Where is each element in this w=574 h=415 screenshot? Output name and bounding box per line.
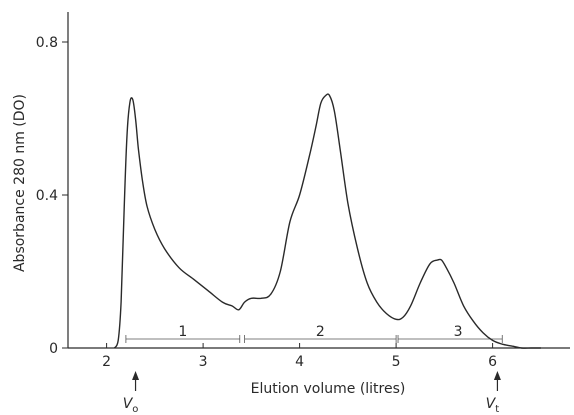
- x-ticks: 2 3 4 5 6: [102, 343, 497, 370]
- x-axis-label: Elution volume (litres): [251, 381, 406, 397]
- y-axis-label: Absorbance 280 nm (DO): [12, 94, 28, 272]
- absorbance-curve: [113, 93, 541, 349]
- y-ticks: 0 0.4 0.8: [36, 35, 68, 357]
- y-tick-label: 0.8: [36, 35, 58, 51]
- x-tick-label: 2: [102, 354, 111, 370]
- marker-label: Vt: [486, 396, 500, 415]
- marker-arrow-head: [493, 371, 501, 380]
- volume-markers: Vo Vt: [123, 371, 501, 415]
- x-tick-label: 6: [488, 354, 497, 370]
- plot-area: 0 0.4 0.8 2 3 4 5 6 1 2 3 Vo Vt: [36, 12, 570, 415]
- x-tick-label: 3: [199, 354, 208, 370]
- marker-label: Vo: [123, 396, 139, 415]
- fraction-label: 2: [316, 324, 325, 340]
- x-tick-label: 5: [392, 354, 401, 370]
- fraction-brackets: 1 2 3: [125, 324, 503, 343]
- fraction-label: 3: [454, 324, 463, 340]
- y-tick-label: 0: [49, 341, 58, 357]
- fraction-label: 1: [178, 324, 187, 340]
- marker-arrow-head: [132, 371, 140, 380]
- x-tick-label: 4: [295, 354, 304, 370]
- y-tick-label: 0.4: [36, 188, 58, 204]
